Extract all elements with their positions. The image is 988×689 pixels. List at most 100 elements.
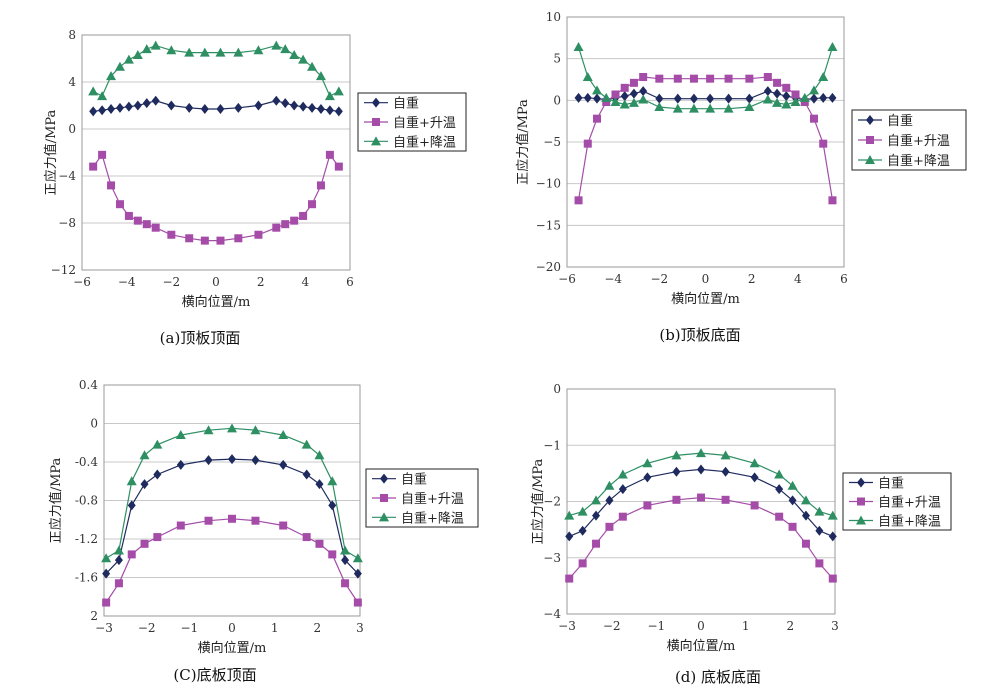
data-point <box>89 106 98 117</box>
data-point <box>353 568 362 579</box>
data-point <box>167 230 176 239</box>
data-point <box>582 72 593 81</box>
data-point <box>308 200 317 209</box>
x-tick-label: −2 <box>603 619 621 633</box>
x-tick-label: −3 <box>95 621 113 635</box>
y-tick-label: 0 <box>553 93 561 107</box>
data-point <box>302 469 311 480</box>
chart-caption: (C)底板顶面 <box>173 666 256 684</box>
y-tick-label: −4 <box>58 169 76 183</box>
legend-label: 自重+降温 <box>393 134 456 150</box>
data-point <box>106 71 117 81</box>
data-point <box>721 495 730 504</box>
data-point <box>775 484 784 495</box>
x-tick-label: 4 <box>302 275 310 289</box>
data-point <box>787 480 798 490</box>
legend-label: 自重+升温 <box>878 495 941 511</box>
y-axis-label: 正应力值/MPa <box>515 99 531 185</box>
data-point <box>281 220 290 229</box>
data-point <box>176 459 185 470</box>
data-point <box>688 103 699 113</box>
data-point <box>216 236 225 245</box>
data-point <box>153 469 162 480</box>
data-point <box>828 196 837 205</box>
data-point <box>271 40 282 50</box>
x-tick-label: 3 <box>356 621 364 635</box>
data-point <box>341 555 350 566</box>
x-tick-label: 2 <box>314 621 322 635</box>
data-point <box>141 44 152 54</box>
data-point <box>251 516 260 525</box>
y-tick-label: −1 <box>543 438 561 452</box>
x-tick-label: −3 <box>558 619 576 633</box>
data-point <box>774 469 785 479</box>
data-point <box>302 533 311 542</box>
y-tick-label: -0.4 <box>75 455 99 469</box>
data-point <box>706 74 715 83</box>
data-point <box>788 522 797 531</box>
data-point <box>773 88 782 99</box>
data-point <box>325 105 334 116</box>
data-point <box>324 91 335 101</box>
data-point <box>107 181 116 190</box>
legend-label: 自重+降温 <box>878 514 941 530</box>
data-point <box>673 74 682 83</box>
series-line <box>577 46 834 110</box>
x-tick-label: 2 <box>257 275 265 289</box>
plot-area <box>81 34 351 271</box>
data-point <box>827 510 838 520</box>
plot-area <box>103 384 361 617</box>
data-point <box>800 495 811 505</box>
data-point <box>176 521 185 530</box>
data-point <box>696 448 706 458</box>
data-point <box>203 425 214 435</box>
data-point <box>750 501 759 510</box>
data-point <box>278 430 289 440</box>
data-point <box>819 92 828 103</box>
legend-label: 自重+升温 <box>401 491 464 507</box>
data-point <box>254 100 263 111</box>
y-tick-label: −10 <box>536 177 561 191</box>
data-point <box>809 93 818 104</box>
data-point <box>175 430 186 440</box>
data-point <box>781 99 792 109</box>
data-point <box>577 506 588 516</box>
data-point <box>629 88 638 99</box>
y-tick-label: −3 <box>543 551 561 565</box>
x-tick-label: −4 <box>604 272 622 286</box>
data-point <box>643 472 652 483</box>
data-point <box>689 74 698 83</box>
x-tick-label: 2 <box>787 619 795 633</box>
data-point <box>618 484 627 495</box>
x-axis-label: 横向位置/m <box>671 291 740 307</box>
data-point <box>204 455 213 466</box>
data-point <box>591 495 602 505</box>
data-point <box>639 73 648 81</box>
data-point <box>140 479 149 490</box>
data-point <box>142 98 151 109</box>
data-point <box>123 54 134 64</box>
legend-marker <box>371 136 381 146</box>
data-point <box>592 85 603 95</box>
legend-marker <box>379 512 389 522</box>
data-point <box>142 220 151 229</box>
series-line <box>93 100 339 112</box>
data-point <box>115 200 124 209</box>
data-point <box>126 476 137 486</box>
data-point <box>791 90 800 99</box>
legend-label: 自重+升温 <box>393 115 456 131</box>
series-line <box>577 76 834 201</box>
data-point <box>790 97 801 106</box>
data-point <box>334 162 343 171</box>
y-tick-label: 2 <box>90 609 98 623</box>
data-point <box>818 72 829 81</box>
data-point <box>724 74 733 83</box>
data-point <box>280 44 291 54</box>
data-point <box>593 114 602 123</box>
y-tick-label: 0 <box>68 122 76 136</box>
data-point <box>139 450 150 460</box>
data-point <box>184 47 195 57</box>
data-point <box>153 533 162 542</box>
x-tick-label: 0 <box>228 621 236 635</box>
data-point <box>750 472 759 483</box>
